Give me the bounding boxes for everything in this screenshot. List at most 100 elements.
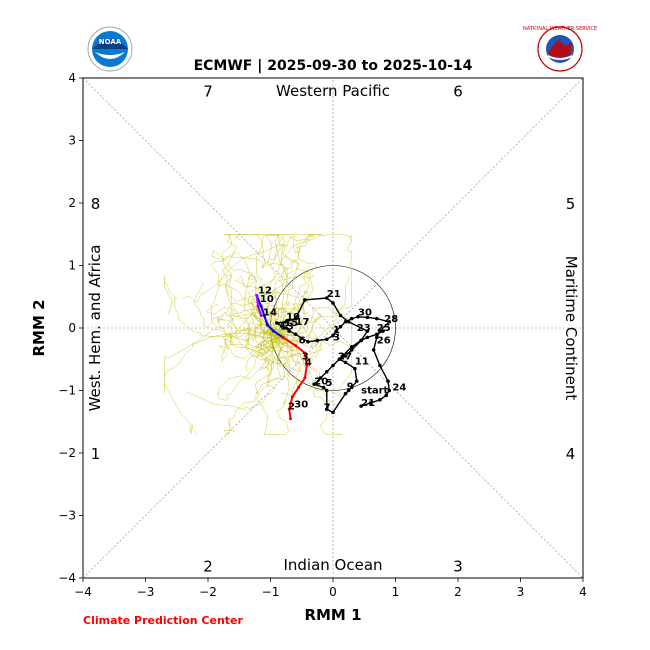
point-label: start <box>361 386 388 397</box>
ensemble-member-line <box>228 330 284 372</box>
ensemble-member-line <box>183 274 284 338</box>
data-point <box>386 379 390 383</box>
ensemble-member-line <box>206 275 314 338</box>
data-point <box>368 401 373 405</box>
data-point <box>365 315 370 320</box>
data-point <box>343 360 348 365</box>
data-point <box>290 395 294 399</box>
y-tick-label: −1 <box>58 384 76 398</box>
y-tick-label: 4 <box>68 71 76 85</box>
phase-number: 4 <box>566 445 576 463</box>
x-tick-label: 2 <box>454 585 462 599</box>
ensemble-member-line <box>255 329 313 361</box>
point-label: 10 <box>260 294 274 305</box>
ensemble-member-line <box>186 337 284 410</box>
data-point <box>378 363 382 368</box>
series-layer <box>255 294 392 421</box>
point-label: 2 <box>288 401 295 412</box>
region-label-right: Maritime Continent <box>562 256 580 401</box>
data-point <box>359 404 363 408</box>
data-point <box>343 354 348 358</box>
data-point <box>294 344 297 347</box>
data-point <box>331 301 335 305</box>
data-point <box>303 376 307 380</box>
data-point <box>374 335 379 340</box>
chart-title: ECMWF | 2025-09-30 to 2025-10-14 <box>194 58 473 74</box>
x-tick-label: −3 <box>137 585 155 599</box>
data-point <box>312 382 317 387</box>
data-point <box>340 354 345 358</box>
ensemble-member-line <box>253 313 284 435</box>
y-tick-label: 1 <box>68 259 76 273</box>
y-tick-label: −4 <box>58 571 76 585</box>
data-point <box>337 357 342 362</box>
point-label: 6 <box>299 336 306 347</box>
nws-logo-text: NATIONAL WEATHER SERVICE <box>523 26 597 32</box>
ensemble-member-line <box>222 313 284 360</box>
data-point <box>338 324 343 329</box>
phase-number: 6 <box>453 83 463 101</box>
data-point <box>331 363 335 368</box>
data-point <box>324 369 329 374</box>
data-point <box>281 335 285 339</box>
ensemble-member-line <box>218 336 284 401</box>
x-tick-label: −4 <box>74 585 92 599</box>
ensemble-member-line <box>211 235 301 339</box>
ensemble-member-line <box>164 275 284 338</box>
data-point <box>255 294 259 297</box>
point-label: 3 <box>302 351 309 362</box>
phase-guides <box>82 77 584 579</box>
point-labels: start21242625283023132119171513112797520… <box>258 286 406 414</box>
series-line-ensemble-mean-days-1-5- <box>255 295 284 339</box>
data-point <box>259 314 263 317</box>
noaa-logo: NOAA <box>87 26 133 72</box>
data-point <box>365 335 370 340</box>
point-label: 24 <box>392 383 406 394</box>
x-tick-label: 4 <box>579 585 587 599</box>
x-tick-label: −2 <box>199 585 217 599</box>
point-label: 3 <box>333 333 340 344</box>
phase-number: 8 <box>91 195 101 213</box>
region-label-left: West. Hem. and Africa <box>86 245 104 412</box>
data-point <box>331 410 335 415</box>
ensemble-member-line <box>257 322 287 359</box>
data-point <box>293 316 298 321</box>
data-point <box>262 314 266 317</box>
x-tick-label: 3 <box>517 585 525 599</box>
data-point <box>387 319 392 324</box>
point-label: 7 <box>324 403 331 414</box>
point-label: 30 <box>358 308 372 319</box>
x-tick-label: 1 <box>392 585 400 599</box>
data-point <box>365 329 370 333</box>
ensemble-member-line <box>221 234 284 343</box>
point-label: 15 <box>284 318 298 329</box>
point-label: 4 <box>305 358 312 369</box>
data-point <box>324 407 329 412</box>
point-label: 11 <box>355 356 369 367</box>
noaa-logo-text: NOAA <box>99 38 122 46</box>
point-label: 9 <box>347 381 354 392</box>
y-tick-label: 3 <box>68 134 76 148</box>
data-point <box>256 304 260 308</box>
data-point <box>378 329 382 333</box>
data-point <box>331 333 335 338</box>
data-point <box>297 385 301 389</box>
ensemble-member-line <box>278 234 353 338</box>
ensemble-member-line <box>223 337 286 435</box>
phase-number: 5 <box>566 195 576 213</box>
data-point <box>315 338 320 343</box>
ensemble-members <box>164 233 353 435</box>
ensemble-member-line <box>278 234 317 349</box>
data-point <box>324 337 329 342</box>
data-point <box>293 332 298 337</box>
data-point <box>349 385 354 390</box>
y-tick-label: 2 <box>68 196 76 210</box>
data-point <box>381 329 385 333</box>
point-label: 13 <box>280 321 294 332</box>
y-tick-label: −3 <box>58 509 76 523</box>
phase-number: 1 <box>91 445 101 463</box>
data-point <box>346 388 351 393</box>
phase-number: 7 <box>203 83 213 101</box>
data-point <box>378 398 382 402</box>
data-point <box>287 407 291 411</box>
